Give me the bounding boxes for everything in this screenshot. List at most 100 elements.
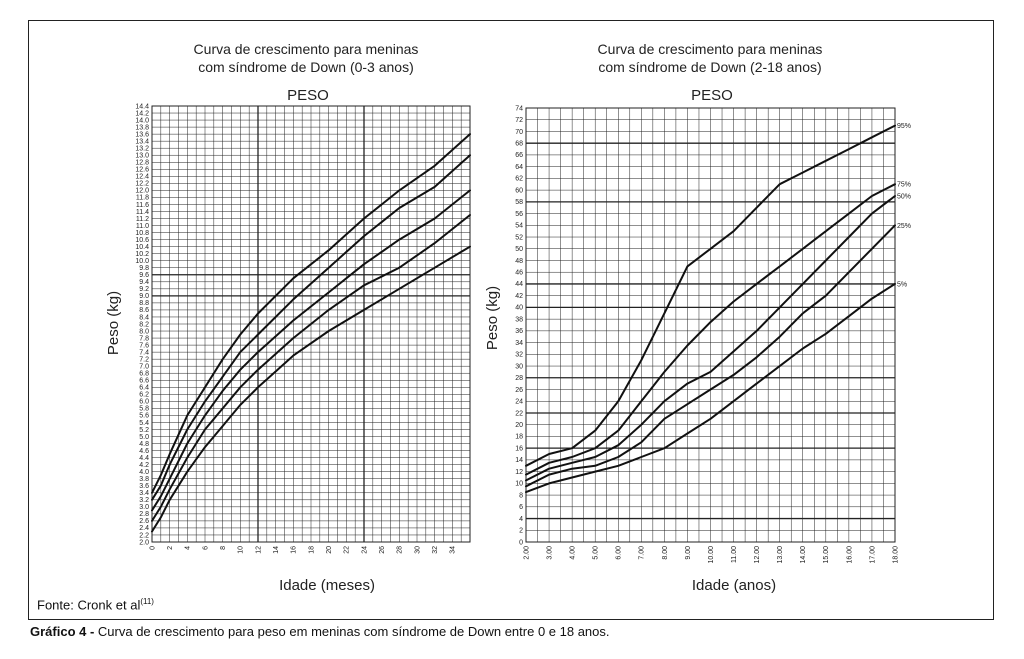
y-tick-label: 6 xyxy=(519,504,523,511)
caption-label: Gráfico 4 - xyxy=(30,624,95,639)
y-tick-label: 64 xyxy=(515,164,523,171)
y-tick-label: 8.4 xyxy=(139,314,149,321)
y-tick-label: 70 xyxy=(515,129,523,136)
x-tick-label: 11.00 xyxy=(731,546,738,563)
percentile-label: 5% xyxy=(897,281,907,288)
chart-0-3-years: Curva de crescimento para meninas com sí… xyxy=(105,41,471,594)
y-tick-label: 10.0 xyxy=(135,258,149,265)
chart2-ylabel: Peso (kg) xyxy=(484,286,501,350)
x-tick-label: 16 xyxy=(291,546,298,554)
series-line xyxy=(525,224,896,488)
y-tick-label: 7.6 xyxy=(139,342,149,349)
y-tick-label: 74 xyxy=(515,105,523,112)
x-tick-label: 10.00 xyxy=(708,546,715,564)
chart2-grid xyxy=(525,107,896,543)
y-tick-label: 24 xyxy=(515,399,523,406)
x-tick-label: 14 xyxy=(273,546,280,554)
percentile-label: 50% xyxy=(897,193,911,200)
y-tick-label: 2.6 xyxy=(139,518,149,525)
y-tick-label: 13.2 xyxy=(135,145,149,152)
x-tick-label: 24 xyxy=(361,546,368,554)
x-tick-label: 4 xyxy=(185,546,192,550)
x-tick-label: 32 xyxy=(432,546,439,554)
y-tick-label: 0 xyxy=(519,539,523,546)
y-tick-label: 46 xyxy=(515,270,523,277)
y-tick-label: 13.0 xyxy=(135,153,149,160)
chart1-title-line2: com síndrome de Down (0-3 anos) xyxy=(198,59,414,75)
x-tick-label: 0 xyxy=(149,546,156,550)
y-tick-label: 4.2 xyxy=(139,462,149,469)
y-tick-label: 4.6 xyxy=(139,448,149,455)
y-tick-label: 30 xyxy=(515,363,523,370)
series-line xyxy=(525,195,896,482)
chart1-xlabel: Idade (meses) xyxy=(279,577,375,594)
chart2-subtitle: PESO xyxy=(691,87,733,104)
y-tick-label: 44 xyxy=(515,281,523,288)
chart1-subtitle: PESO xyxy=(287,87,329,104)
y-tick-label: 38 xyxy=(515,316,523,323)
y-tick-label: 6.6 xyxy=(139,378,149,385)
percentile-label: 25% xyxy=(897,223,911,230)
y-tick-label: 18 xyxy=(515,434,523,441)
y-tick-label: 11.0 xyxy=(136,223,149,230)
y-tick-label: 2.0 xyxy=(139,539,149,546)
source-text: Fonte: Cronk et al xyxy=(37,597,141,613)
x-tick-label: 3.00 xyxy=(546,546,553,560)
x-tick-label: 12 xyxy=(255,546,262,554)
chart1-ticks: 2.02.22.42.62.83.03.23.43.63.84.04.24.44… xyxy=(135,103,456,553)
x-tick-label: 28 xyxy=(397,546,404,554)
y-tick-label: 14.0 xyxy=(135,117,149,124)
x-tick-label: 18 xyxy=(308,546,315,554)
caption-text: Curva de crescimento para peso em menina… xyxy=(94,624,610,639)
y-tick-label: 12.0 xyxy=(135,188,149,195)
chart2-lines xyxy=(525,124,896,494)
y-tick-label: 10 xyxy=(515,481,523,488)
figure-frame xyxy=(28,20,994,620)
chart1-title-line1: Curva de crescimento para meninas xyxy=(194,41,419,57)
y-tick-label: 12.2 xyxy=(135,181,149,188)
y-tick-label: 62 xyxy=(515,176,523,183)
x-tick-label: 18.00 xyxy=(892,546,899,564)
y-tick-label: 48 xyxy=(515,258,523,265)
x-tick-label: 34 xyxy=(450,546,457,554)
y-tick-label: 11.4 xyxy=(136,209,149,216)
y-tick-label: 8.0 xyxy=(139,328,149,335)
y-tick-label: 36 xyxy=(515,328,523,335)
y-tick-label: 9.2 xyxy=(139,286,149,293)
y-tick-label: 10.4 xyxy=(135,244,149,251)
x-tick-label: 5.00 xyxy=(593,546,600,560)
y-tick-label: 8.2 xyxy=(139,321,149,328)
y-tick-label: 2.4 xyxy=(139,525,149,532)
y-tick-label: 68 xyxy=(515,140,523,147)
y-tick-label: 58 xyxy=(515,199,523,206)
y-tick-label: 42 xyxy=(515,293,523,300)
y-tick-label: 4.0 xyxy=(139,469,149,476)
x-tick-label: 17.00 xyxy=(869,546,876,564)
y-tick-label: 5.4 xyxy=(139,420,149,427)
plot-border xyxy=(151,105,471,543)
x-tick-label: 26 xyxy=(379,546,386,554)
series-line xyxy=(151,245,471,533)
y-tick-label: 72 xyxy=(515,117,523,124)
chart2-xlabel: Idade (anos) xyxy=(692,577,776,594)
x-tick-label: 8 xyxy=(220,546,227,550)
y-tick-label: 3.0 xyxy=(139,504,149,511)
y-tick-label: 2.8 xyxy=(139,511,149,518)
y-tick-label: 14.2 xyxy=(135,110,149,117)
x-tick-label: 8.00 xyxy=(662,546,669,560)
y-tick-label: 40 xyxy=(515,305,523,312)
y-tick-label: 6.8 xyxy=(139,371,149,378)
y-tick-label: 10.6 xyxy=(135,237,149,244)
y-tick-label: 11.8 xyxy=(136,195,149,202)
y-tick-label: 20 xyxy=(515,422,523,429)
series-line xyxy=(525,282,896,494)
y-tick-label: 6.2 xyxy=(139,392,149,399)
x-tick-label: 7.00 xyxy=(639,546,646,560)
x-tick-label: 9.00 xyxy=(685,546,692,560)
y-tick-label: 3.6 xyxy=(139,483,149,490)
x-tick-label: 2 xyxy=(167,546,174,550)
y-tick-label: 7.0 xyxy=(139,363,149,370)
y-tick-label: 12 xyxy=(515,469,523,476)
chart1-ylabel: Peso (kg) xyxy=(105,291,122,355)
